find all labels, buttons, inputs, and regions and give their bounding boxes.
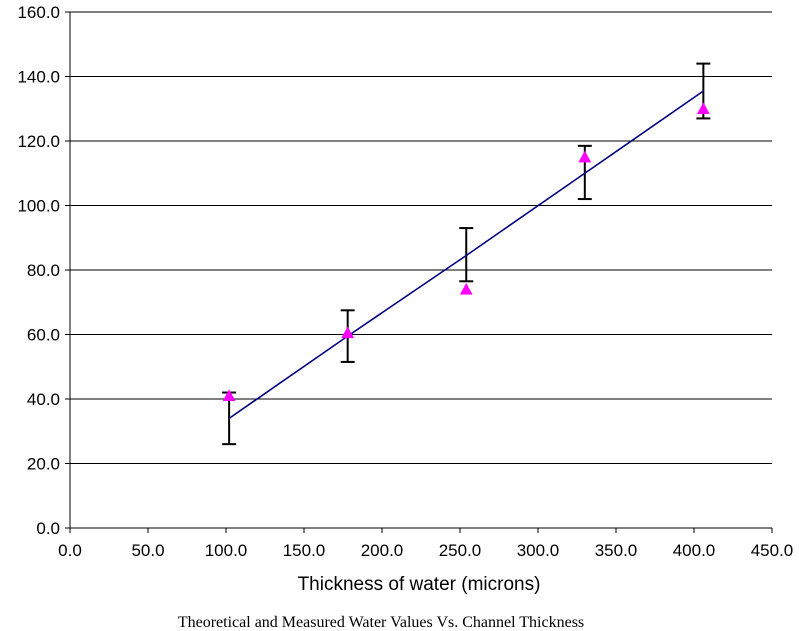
theoretical-line [228, 90, 704, 420]
measured-point-marker [459, 282, 473, 295]
x-tick-label: 400.0 [673, 541, 716, 560]
y-tick-label: 0.0 [36, 519, 60, 538]
measured-point-marker [696, 102, 710, 114]
horizontal-gridlines [70, 11, 772, 464]
y-tick-label: 80.0 [27, 261, 60, 280]
x-tick-label: 150.0 [283, 541, 326, 560]
y-axis-tick-labels: 0.0 20.0 40.0 60.0 80.0 100.0 120.0 140.0 160.0 [17, 3, 60, 538]
y-tick-label: 20.0 [27, 455, 60, 474]
measured-point-marker [222, 389, 236, 402]
y-tick-label: 160.0 [17, 3, 60, 22]
y-tick-label: 140.0 [17, 68, 60, 87]
x-tick-label: 50.0 [131, 541, 164, 560]
x-tick-label: 250.0 [439, 541, 482, 560]
y-tick-label: 60.0 [27, 326, 60, 345]
measured-point-marker [341, 326, 355, 339]
x-tick-label: 350.0 [595, 541, 638, 560]
x-tick-label: 200.0 [361, 541, 404, 560]
theoretical-series-line [228, 90, 704, 420]
y-tick-label: 40.0 [27, 390, 60, 409]
error-bars [222, 62, 711, 446]
x-tick-label: 450.0 [751, 541, 794, 560]
axes [65, 11, 773, 533]
y-tick-label: 120.0 [17, 132, 60, 151]
y-tick-label: 100.0 [17, 197, 60, 216]
x-tick-label: 300.0 [517, 541, 560, 560]
x-tick-label: 100.0 [205, 541, 248, 560]
chart-caption: Theoretical and Measured Water Values Vs… [178, 614, 584, 631]
x-axis-title: Thickness of water (microns) [298, 574, 541, 595]
measured-point-marker [578, 150, 592, 163]
x-axis-tick-labels: 0.0 50.0 100.0 150.0 200.0 250.0 300.0 350.0 400… [58, 541, 793, 560]
measured-markers [222, 102, 710, 402]
x-tick-label: 0.0 [58, 541, 82, 560]
